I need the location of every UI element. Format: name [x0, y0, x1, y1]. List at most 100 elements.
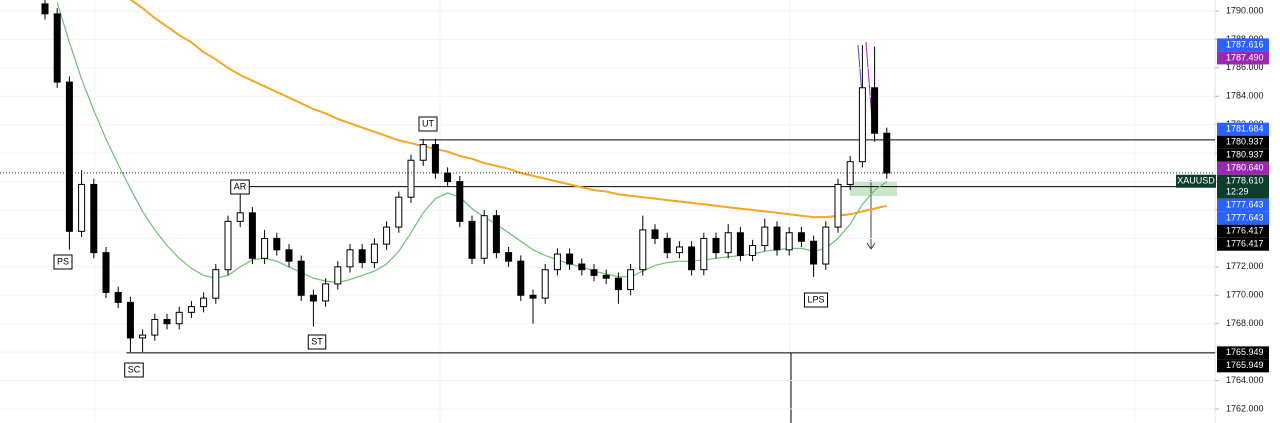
moving-average: [56, 2, 888, 284]
price-tag: [1217, 211, 1269, 225]
candle-body: [309, 294, 317, 302]
candle-body: [736, 232, 744, 256]
candle-body: [858, 87, 866, 163]
y-tick-label: 1764.000: [1226, 375, 1264, 385]
price-tag: [1217, 51, 1269, 65]
symbol-label: XAUUSD: [1177, 176, 1215, 186]
candle-body: [175, 311, 183, 325]
annotation: AR: [234, 181, 247, 191]
candle-body: [151, 318, 159, 336]
candle-body: [602, 274, 610, 279]
annotation: SC: [128, 364, 141, 374]
annotation-box: [53, 254, 73, 270]
highlight-box: [850, 181, 897, 196]
arrow-head: [866, 242, 876, 250]
candle-body: [627, 269, 635, 291]
candle-body: [297, 260, 305, 296]
candle-body: [663, 237, 671, 254]
candle-body: [700, 237, 708, 271]
candle-body: [224, 220, 232, 271]
candle-body: [712, 237, 720, 254]
price-tag-label: 1776.417: [1226, 239, 1264, 249]
candle-body: [41, 3, 49, 15]
candle-body: [126, 301, 134, 339]
candle-body: [651, 229, 659, 239]
y-tick-label: 1772.000: [1226, 261, 1264, 271]
price-tag-label: 1778.610: [1226, 176, 1264, 186]
price-tag-label: 1777.643: [1226, 213, 1264, 223]
price-tag: [1217, 359, 1269, 373]
candle-body: [419, 144, 427, 161]
moving-average: [129, 0, 888, 219]
candle-body: [517, 260, 525, 296]
candle-body: [236, 212, 244, 222]
candle-body: [797, 232, 805, 242]
candle-body: [456, 181, 464, 222]
symbol-tag: [1176, 174, 1216, 188]
y-tick-label: 1770.000: [1226, 290, 1264, 300]
annotation-box: [803, 292, 829, 308]
candle-body: [883, 132, 891, 174]
candle-body: [139, 334, 147, 339]
candle-body: [187, 306, 195, 313]
candle-body: [102, 252, 110, 293]
candle-body: [248, 212, 256, 259]
candle-body: [285, 249, 293, 262]
candle-body: [395, 196, 403, 228]
price-tag: [1217, 38, 1269, 52]
candle-body: [578, 263, 586, 271]
price-tag-label: 1765.949: [1226, 360, 1264, 370]
candle-body: [468, 220, 476, 259]
candle-body: [773, 226, 781, 251]
candle-body: [444, 172, 452, 183]
countdown: 12:29: [1226, 187, 1249, 197]
y-tick-label: 1762.000: [1226, 403, 1264, 413]
price-tag-label: 1787.616: [1226, 39, 1264, 49]
candle-body: [675, 246, 683, 254]
candle-body: [200, 297, 208, 308]
candle-body: [553, 253, 561, 271]
candle-body: [688, 246, 696, 271]
price-tag: [1217, 122, 1269, 136]
candle-body: [383, 226, 391, 245]
price-tag-label: 1780.937: [1226, 150, 1264, 160]
price-tag: [1217, 237, 1269, 251]
candle-body: [370, 243, 378, 264]
price-tag: [1217, 148, 1269, 162]
candle-body: [53, 13, 61, 83]
price-tag: [1217, 135, 1269, 149]
candle-body: [212, 269, 220, 299]
candle-body: [846, 161, 854, 185]
price-tag: [1217, 224, 1269, 238]
candle-body: [334, 266, 342, 285]
annotation: UT: [422, 118, 434, 128]
candle-body: [785, 232, 793, 251]
drawing-line: [865, 41, 873, 121]
price-tag-label: 1781.684: [1226, 124, 1264, 134]
candle-body: [90, 183, 98, 254]
y-tick-label: 1784.000: [1226, 91, 1264, 101]
y-tick-label: 1790.000: [1226, 5, 1264, 15]
candle-body: [505, 252, 513, 262]
candle-body: [346, 249, 354, 268]
candle-body: [358, 249, 366, 264]
price-tag-label: 1780.937: [1226, 137, 1264, 147]
candle-body: [492, 215, 500, 254]
annotation-box: [124, 362, 144, 378]
candle-body: [529, 294, 537, 299]
candle-body: [163, 318, 171, 325]
candle-body: [273, 237, 281, 251]
candle-body: [114, 291, 122, 303]
candle-body: [322, 283, 330, 302]
candle-body: [431, 144, 439, 174]
candle-body: [65, 81, 73, 232]
y-tick-label: 1768.000: [1226, 318, 1264, 328]
candle-body: [749, 245, 757, 256]
candle-body: [78, 183, 86, 232]
y-tick-label: 1786.000: [1226, 62, 1264, 72]
candle-body: [810, 240, 818, 265]
price-tag-label: 1787.490: [1226, 52, 1264, 62]
annotation-box: [230, 179, 250, 195]
